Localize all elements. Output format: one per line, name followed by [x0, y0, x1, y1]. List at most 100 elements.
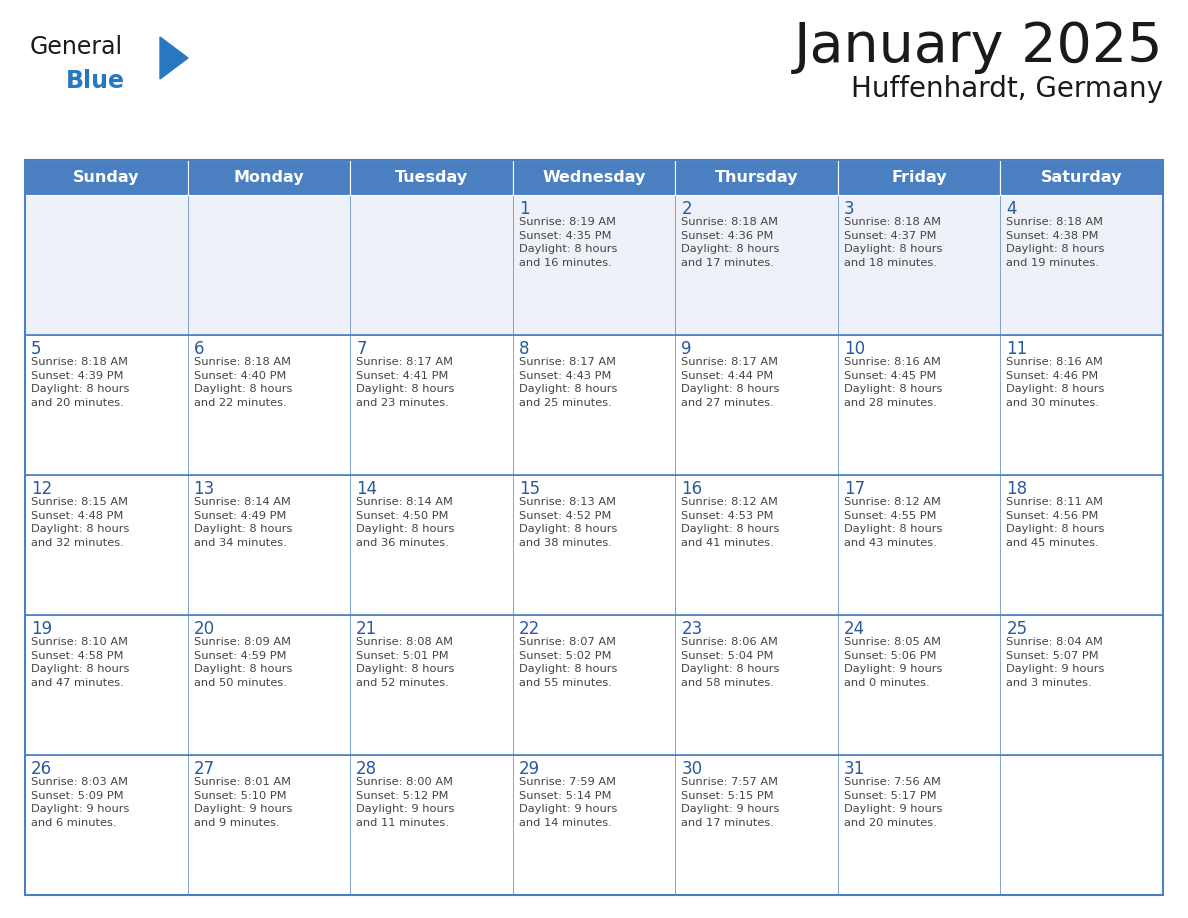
- Bar: [513, 335, 675, 475]
- Bar: [513, 755, 675, 895]
- Text: 6: 6: [194, 340, 204, 358]
- Bar: [513, 195, 675, 335]
- Text: 4: 4: [1006, 200, 1017, 218]
- Bar: [350, 475, 513, 615]
- Text: 14: 14: [356, 480, 378, 498]
- Text: Wednesday: Wednesday: [542, 170, 646, 185]
- Text: 29: 29: [519, 760, 539, 778]
- Text: 25: 25: [1006, 620, 1028, 638]
- Text: Sunrise: 8:14 AM
Sunset: 4:50 PM
Daylight: 8 hours
and 36 minutes.: Sunrise: 8:14 AM Sunset: 4:50 PM Dayligh…: [356, 497, 455, 548]
- Text: Huffenhardt, Germany: Huffenhardt, Germany: [851, 75, 1163, 103]
- Text: Sunrise: 8:18 AM
Sunset: 4:38 PM
Daylight: 8 hours
and 19 minutes.: Sunrise: 8:18 AM Sunset: 4:38 PM Dayligh…: [1006, 217, 1105, 268]
- Bar: [25, 615, 188, 755]
- Bar: [25, 335, 188, 475]
- Text: Sunrise: 8:01 AM
Sunset: 5:10 PM
Daylight: 9 hours
and 9 minutes.: Sunrise: 8:01 AM Sunset: 5:10 PM Dayligh…: [194, 777, 292, 828]
- Text: Sunrise: 8:13 AM
Sunset: 4:52 PM
Daylight: 8 hours
and 38 minutes.: Sunrise: 8:13 AM Sunset: 4:52 PM Dayligh…: [519, 497, 617, 548]
- Text: Sunrise: 8:03 AM
Sunset: 5:09 PM
Daylight: 9 hours
and 6 minutes.: Sunrise: 8:03 AM Sunset: 5:09 PM Dayligh…: [31, 777, 129, 828]
- Text: 2: 2: [681, 200, 691, 218]
- Bar: [838, 335, 1000, 475]
- Text: Sunrise: 7:57 AM
Sunset: 5:15 PM
Daylight: 9 hours
and 17 minutes.: Sunrise: 7:57 AM Sunset: 5:15 PM Dayligh…: [681, 777, 779, 828]
- Bar: [1000, 755, 1163, 895]
- Bar: [25, 195, 188, 335]
- Text: Sunrise: 8:18 AM
Sunset: 4:37 PM
Daylight: 8 hours
and 18 minutes.: Sunrise: 8:18 AM Sunset: 4:37 PM Dayligh…: [843, 217, 942, 268]
- Text: 3: 3: [843, 200, 854, 218]
- Text: Sunrise: 8:15 AM
Sunset: 4:48 PM
Daylight: 8 hours
and 32 minutes.: Sunrise: 8:15 AM Sunset: 4:48 PM Dayligh…: [31, 497, 129, 548]
- Bar: [188, 335, 350, 475]
- Polygon shape: [160, 37, 188, 79]
- Bar: [675, 335, 838, 475]
- Text: 5: 5: [31, 340, 42, 358]
- Bar: [350, 160, 513, 195]
- Text: 20: 20: [194, 620, 215, 638]
- Text: 13: 13: [194, 480, 215, 498]
- Bar: [188, 160, 350, 195]
- Text: Sunrise: 7:59 AM
Sunset: 5:14 PM
Daylight: 9 hours
and 14 minutes.: Sunrise: 7:59 AM Sunset: 5:14 PM Dayligh…: [519, 777, 617, 828]
- Text: Sunrise: 8:17 AM
Sunset: 4:43 PM
Daylight: 8 hours
and 25 minutes.: Sunrise: 8:17 AM Sunset: 4:43 PM Dayligh…: [519, 357, 617, 408]
- Text: 19: 19: [31, 620, 52, 638]
- Bar: [25, 475, 188, 615]
- Text: 28: 28: [356, 760, 378, 778]
- Text: Sunrise: 8:04 AM
Sunset: 5:07 PM
Daylight: 9 hours
and 3 minutes.: Sunrise: 8:04 AM Sunset: 5:07 PM Dayligh…: [1006, 637, 1105, 688]
- Text: 16: 16: [681, 480, 702, 498]
- Text: Sunrise: 8:12 AM
Sunset: 4:55 PM
Daylight: 8 hours
and 43 minutes.: Sunrise: 8:12 AM Sunset: 4:55 PM Dayligh…: [843, 497, 942, 548]
- Text: Sunrise: 7:56 AM
Sunset: 5:17 PM
Daylight: 9 hours
and 20 minutes.: Sunrise: 7:56 AM Sunset: 5:17 PM Dayligh…: [843, 777, 942, 828]
- Text: Monday: Monday: [234, 170, 304, 185]
- Bar: [675, 475, 838, 615]
- Text: 15: 15: [519, 480, 539, 498]
- Bar: [25, 160, 188, 195]
- Bar: [25, 755, 188, 895]
- Bar: [838, 160, 1000, 195]
- Bar: [838, 475, 1000, 615]
- Bar: [188, 755, 350, 895]
- Text: 22: 22: [519, 620, 541, 638]
- Text: Sunrise: 8:17 AM
Sunset: 4:41 PM
Daylight: 8 hours
and 23 minutes.: Sunrise: 8:17 AM Sunset: 4:41 PM Dayligh…: [356, 357, 455, 408]
- Text: Sunrise: 8:11 AM
Sunset: 4:56 PM
Daylight: 8 hours
and 45 minutes.: Sunrise: 8:11 AM Sunset: 4:56 PM Dayligh…: [1006, 497, 1105, 548]
- Text: Sunrise: 8:00 AM
Sunset: 5:12 PM
Daylight: 9 hours
and 11 minutes.: Sunrise: 8:00 AM Sunset: 5:12 PM Dayligh…: [356, 777, 455, 828]
- Bar: [1000, 335, 1163, 475]
- Text: 23: 23: [681, 620, 702, 638]
- Text: Sunrise: 8:07 AM
Sunset: 5:02 PM
Daylight: 8 hours
and 55 minutes.: Sunrise: 8:07 AM Sunset: 5:02 PM Dayligh…: [519, 637, 617, 688]
- Bar: [1000, 195, 1163, 335]
- Text: 30: 30: [681, 760, 702, 778]
- Bar: [25, 160, 1163, 895]
- Text: 8: 8: [519, 340, 529, 358]
- Text: Sunrise: 8:18 AM
Sunset: 4:39 PM
Daylight: 8 hours
and 20 minutes.: Sunrise: 8:18 AM Sunset: 4:39 PM Dayligh…: [31, 357, 129, 408]
- Bar: [675, 615, 838, 755]
- Text: Sunrise: 8:18 AM
Sunset: 4:40 PM
Daylight: 8 hours
and 22 minutes.: Sunrise: 8:18 AM Sunset: 4:40 PM Dayligh…: [194, 357, 292, 408]
- Text: 26: 26: [31, 760, 52, 778]
- Bar: [1000, 615, 1163, 755]
- Text: 18: 18: [1006, 480, 1028, 498]
- Text: 11: 11: [1006, 340, 1028, 358]
- Bar: [838, 195, 1000, 335]
- Text: Sunrise: 8:18 AM
Sunset: 4:36 PM
Daylight: 8 hours
and 17 minutes.: Sunrise: 8:18 AM Sunset: 4:36 PM Dayligh…: [681, 217, 779, 268]
- Text: Friday: Friday: [891, 170, 947, 185]
- Bar: [838, 755, 1000, 895]
- Text: Sunrise: 8:14 AM
Sunset: 4:49 PM
Daylight: 8 hours
and 34 minutes.: Sunrise: 8:14 AM Sunset: 4:49 PM Dayligh…: [194, 497, 292, 548]
- Bar: [350, 615, 513, 755]
- Bar: [513, 615, 675, 755]
- Text: 1: 1: [519, 200, 530, 218]
- Text: Sunrise: 8:09 AM
Sunset: 4:59 PM
Daylight: 8 hours
and 50 minutes.: Sunrise: 8:09 AM Sunset: 4:59 PM Dayligh…: [194, 637, 292, 688]
- Text: 12: 12: [31, 480, 52, 498]
- Text: Sunday: Sunday: [72, 170, 139, 185]
- Text: Sunrise: 8:16 AM
Sunset: 4:46 PM
Daylight: 8 hours
and 30 minutes.: Sunrise: 8:16 AM Sunset: 4:46 PM Dayligh…: [1006, 357, 1105, 408]
- Text: Sunrise: 8:05 AM
Sunset: 5:06 PM
Daylight: 9 hours
and 0 minutes.: Sunrise: 8:05 AM Sunset: 5:06 PM Dayligh…: [843, 637, 942, 688]
- Bar: [838, 615, 1000, 755]
- Text: General: General: [30, 35, 124, 59]
- Text: Blue: Blue: [67, 69, 125, 93]
- Text: Sunrise: 8:06 AM
Sunset: 5:04 PM
Daylight: 8 hours
and 58 minutes.: Sunrise: 8:06 AM Sunset: 5:04 PM Dayligh…: [681, 637, 779, 688]
- Bar: [350, 195, 513, 335]
- Text: Tuesday: Tuesday: [394, 170, 468, 185]
- Bar: [188, 195, 350, 335]
- Bar: [513, 160, 675, 195]
- Text: January 2025: January 2025: [794, 20, 1163, 74]
- Text: 17: 17: [843, 480, 865, 498]
- Bar: [350, 755, 513, 895]
- Text: 7: 7: [356, 340, 367, 358]
- Bar: [188, 475, 350, 615]
- Text: 27: 27: [194, 760, 215, 778]
- Text: Sunrise: 8:17 AM
Sunset: 4:44 PM
Daylight: 8 hours
and 27 minutes.: Sunrise: 8:17 AM Sunset: 4:44 PM Dayligh…: [681, 357, 779, 408]
- Text: Sunrise: 8:16 AM
Sunset: 4:45 PM
Daylight: 8 hours
and 28 minutes.: Sunrise: 8:16 AM Sunset: 4:45 PM Dayligh…: [843, 357, 942, 408]
- Text: 31: 31: [843, 760, 865, 778]
- Bar: [1000, 160, 1163, 195]
